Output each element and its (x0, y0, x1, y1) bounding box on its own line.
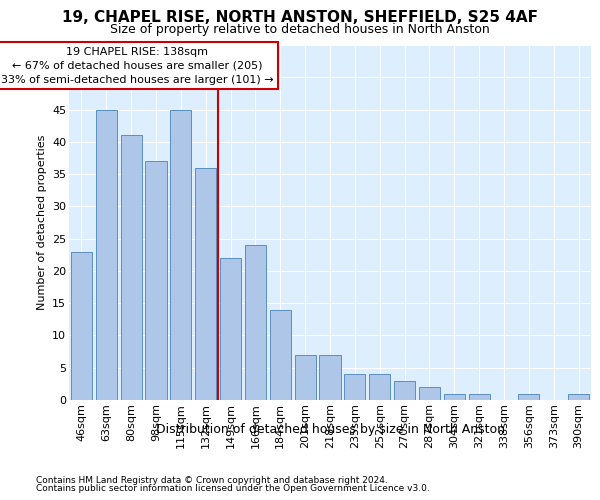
Bar (245, 245, 266, 400)
Bar (71, 252, 92, 400)
Bar (270, 310, 291, 400)
Bar (145, 161, 167, 400)
Bar (220, 258, 241, 400)
Text: Size of property relative to detached houses in North Anston: Size of property relative to detached ho… (110, 24, 490, 36)
Y-axis label: Number of detached properties: Number of detached properties (37, 135, 47, 310)
Bar (444, 394, 465, 400)
Bar (295, 355, 316, 400)
Bar (121, 136, 142, 400)
Bar (96, 110, 117, 400)
Bar (369, 374, 390, 400)
Bar (469, 394, 490, 400)
Text: Distribution of detached houses by size in North Anston: Distribution of detached houses by size … (155, 422, 505, 436)
Text: 19, CHAPEL RISE, NORTH ANSTON, SHEFFIELD, S25 4AF: 19, CHAPEL RISE, NORTH ANSTON, SHEFFIELD… (62, 10, 538, 25)
Text: Contains public sector information licensed under the Open Government Licence v3: Contains public sector information licen… (36, 484, 430, 493)
Bar (518, 394, 539, 400)
Bar (195, 168, 216, 400)
Bar (419, 387, 440, 400)
Text: Contains HM Land Registry data © Crown copyright and database right 2024.: Contains HM Land Registry data © Crown c… (36, 476, 388, 485)
Bar (344, 374, 365, 400)
Bar (394, 380, 415, 400)
Bar (319, 355, 341, 400)
Bar (568, 394, 589, 400)
Bar (170, 110, 191, 400)
Text: 19 CHAPEL RISE: 138sqm
← 67% of detached houses are smaller (205)
33% of semi-de: 19 CHAPEL RISE: 138sqm ← 67% of detached… (1, 47, 274, 85)
